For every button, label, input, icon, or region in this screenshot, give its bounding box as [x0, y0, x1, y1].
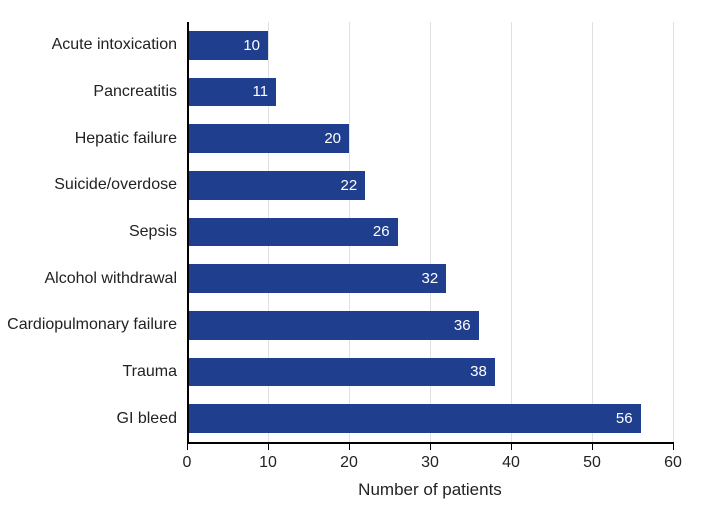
x-axis-title: Number of patients	[187, 480, 673, 500]
category-label: GI bleed	[117, 410, 177, 428]
bar: 22	[187, 171, 365, 200]
x-tick	[673, 442, 674, 450]
y-axis-line	[187, 22, 189, 442]
category-label: Sepsis	[129, 223, 177, 241]
bar-row: 22	[187, 171, 365, 200]
x-tick-label: 50	[583, 454, 601, 472]
bar-row: 11	[187, 78, 276, 107]
bar-value-label: 10	[243, 37, 260, 54]
category-label: Pancreatitis	[93, 83, 177, 101]
bar-value-label: 20	[324, 130, 341, 147]
bar: 38	[187, 358, 495, 387]
category-label: Hepatic failure	[75, 130, 177, 148]
chart-container: 10 11 20 22 26 32 36 38 56 Number of patients 0 1…	[0, 0, 728, 528]
gridline	[673, 22, 674, 442]
bar-row: 26	[187, 218, 398, 247]
category-label: Cardiopulmonary failure	[7, 316, 177, 334]
bar-row: 38	[187, 358, 495, 387]
bar: 26	[187, 218, 398, 247]
plot-area: 10 11 20 22 26 32 36 38 56	[187, 22, 673, 442]
bar: 36	[187, 311, 479, 340]
x-tick-label: 20	[340, 454, 358, 472]
gridline	[511, 22, 512, 442]
bar: 56	[187, 404, 641, 433]
bar-row: 10	[187, 31, 268, 60]
bar: 10	[187, 31, 268, 60]
bar-value-label: 22	[341, 177, 358, 194]
bar-value-label: 32	[422, 270, 439, 287]
bar-value-label: 38	[470, 363, 487, 380]
bar-row: 36	[187, 311, 479, 340]
bar-value-label: 11	[253, 83, 269, 100]
gridline	[592, 22, 593, 442]
bar-value-label: 56	[616, 410, 633, 427]
bar: 20	[187, 124, 349, 153]
bar-row: 20	[187, 124, 349, 153]
x-tick-label: 10	[259, 454, 277, 472]
x-tick-label: 40	[502, 454, 520, 472]
bar: 32	[187, 264, 446, 293]
x-axis-line	[187, 442, 673, 444]
x-tick-label: 60	[664, 454, 682, 472]
bar-value-label: 26	[373, 223, 390, 240]
x-tick-label: 0	[183, 454, 192, 472]
x-tick-label: 30	[421, 454, 439, 472]
bar-row: 56	[187, 404, 641, 433]
category-label: Alcohol withdrawal	[44, 270, 177, 288]
category-label: Suicide/overdose	[54, 176, 177, 194]
bar-value-label: 36	[454, 317, 471, 334]
bar-row: 32	[187, 264, 446, 293]
category-label: Trauma	[122, 363, 177, 381]
category-label: Acute intoxication	[52, 36, 177, 54]
bar: 11	[187, 78, 276, 107]
